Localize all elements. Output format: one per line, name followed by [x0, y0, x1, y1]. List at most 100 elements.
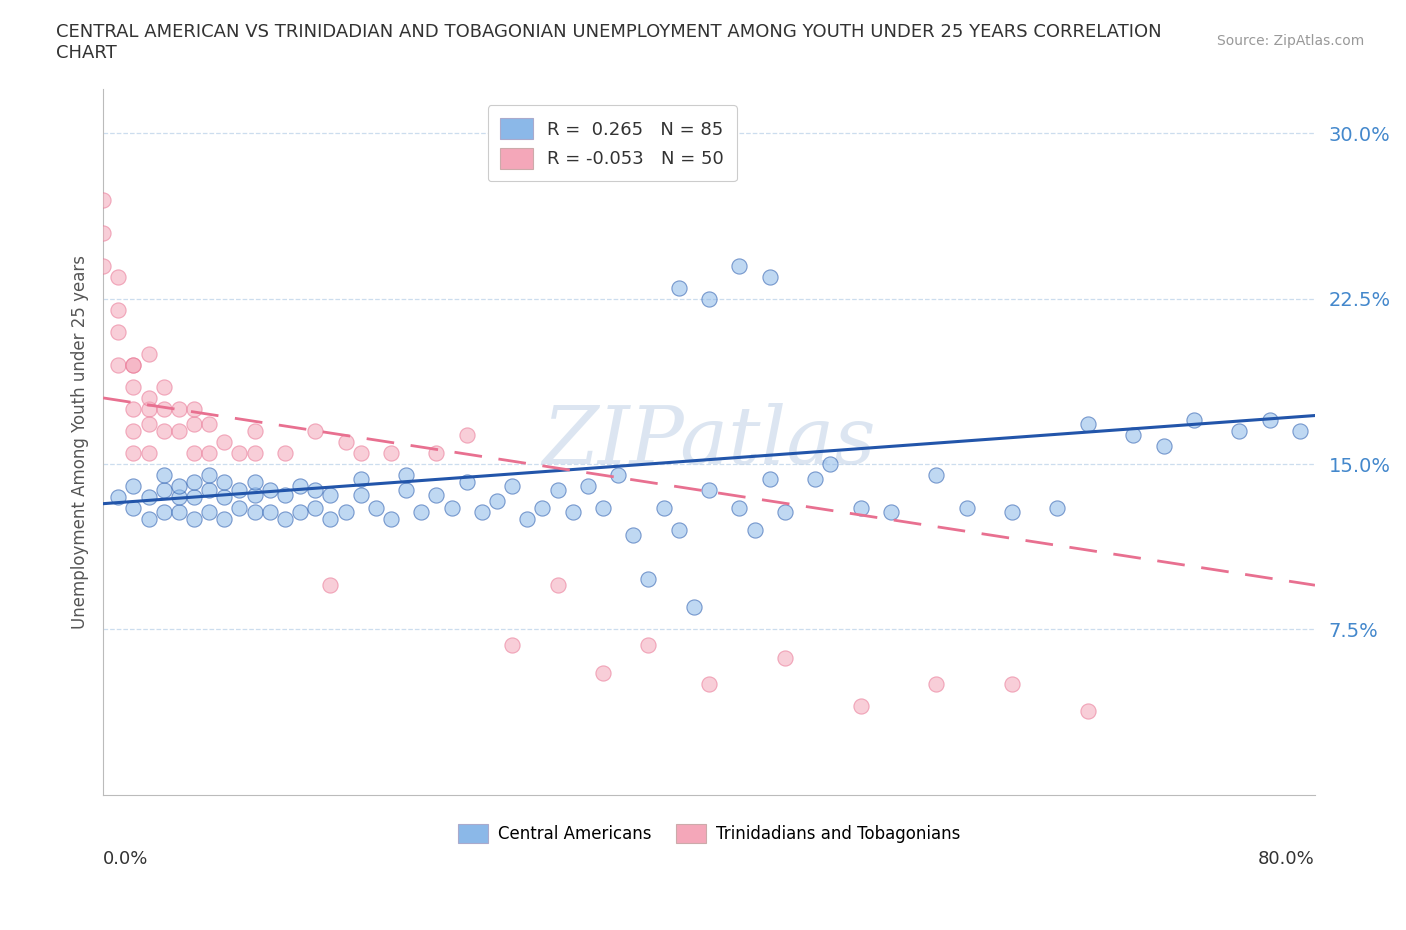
Point [621, 527, 644, 542]
Point [274, 512, 297, 526]
Point [1001, 677, 1024, 692]
Point [122, 379, 145, 394]
Point [925, 677, 948, 692]
Point [228, 483, 250, 498]
Point [728, 259, 751, 273]
Point [214, 434, 236, 449]
Point [728, 500, 751, 515]
Point [350, 472, 373, 487]
Point [138, 391, 160, 405]
Point [395, 483, 418, 498]
Point [274, 445, 297, 460]
Y-axis label: Unemployment Among Youth under 25 years: Unemployment Among Youth under 25 years [72, 255, 89, 629]
Point [198, 468, 221, 483]
Text: ZIPatlas: ZIPatlas [543, 404, 876, 481]
Point [425, 487, 447, 502]
Text: 0.0%: 0.0% [103, 850, 149, 868]
Point [167, 505, 190, 520]
Point [183, 512, 205, 526]
Point [456, 474, 478, 489]
Point [697, 677, 720, 692]
Point [122, 423, 145, 438]
Point [228, 445, 250, 460]
Text: 80.0%: 80.0% [1258, 850, 1315, 868]
Point [758, 270, 780, 285]
Point [744, 523, 766, 538]
Point [198, 445, 221, 460]
Point [440, 500, 463, 515]
Point [380, 445, 402, 460]
Point [1077, 703, 1099, 718]
Point [122, 357, 145, 372]
Point [152, 379, 174, 394]
Point [411, 505, 433, 520]
Point [1227, 423, 1250, 438]
Point [107, 489, 129, 504]
Point [183, 489, 205, 504]
Point [1288, 423, 1310, 438]
Point [395, 468, 418, 483]
Point [91, 193, 114, 207]
Point [122, 500, 145, 515]
Point [1182, 413, 1205, 428]
Point [849, 699, 872, 714]
Point [138, 445, 160, 460]
Point [138, 417, 160, 432]
Point [304, 483, 326, 498]
Point [198, 505, 221, 520]
Point [122, 445, 145, 460]
Legend: Central Americans, Trinidadians and Tobagonians: Central Americans, Trinidadians and Toba… [451, 817, 967, 850]
Point [167, 489, 190, 504]
Point [183, 417, 205, 432]
Point [138, 489, 160, 504]
Point [91, 259, 114, 273]
Point [380, 512, 402, 526]
Point [485, 494, 508, 509]
Point [592, 666, 614, 681]
Point [319, 512, 342, 526]
Point [138, 512, 160, 526]
Point [198, 483, 221, 498]
Point [183, 402, 205, 417]
Point [773, 650, 796, 665]
Point [697, 483, 720, 498]
Point [1001, 505, 1024, 520]
Point [547, 578, 569, 592]
Point [516, 512, 538, 526]
Text: CENTRAL AMERICAN VS TRINIDADIAN AND TOBAGONIAN UNEMPLOYMENT AMONG YOUTH UNDER 25: CENTRAL AMERICAN VS TRINIDADIAN AND TOBA… [56, 23, 1161, 62]
Point [167, 423, 190, 438]
Point [637, 637, 659, 652]
Point [335, 434, 357, 449]
Point [243, 474, 266, 489]
Point [849, 500, 872, 515]
Point [425, 445, 447, 460]
Point [652, 500, 675, 515]
Point [1077, 417, 1099, 432]
Point [697, 291, 720, 306]
Point [1046, 500, 1069, 515]
Point [955, 500, 977, 515]
Point [531, 500, 554, 515]
Point [1122, 428, 1144, 443]
Point [561, 505, 583, 520]
Point [501, 637, 523, 652]
Point [152, 423, 174, 438]
Point [456, 428, 478, 443]
Point [243, 445, 266, 460]
Point [547, 483, 569, 498]
Text: Source: ZipAtlas.com: Source: ZipAtlas.com [1216, 34, 1364, 48]
Point [1258, 413, 1281, 428]
Point [214, 474, 236, 489]
Point [804, 472, 827, 487]
Point [122, 357, 145, 372]
Point [758, 472, 780, 487]
Point [167, 402, 190, 417]
Point [138, 346, 160, 361]
Point [637, 571, 659, 586]
Point [243, 505, 266, 520]
Point [364, 500, 387, 515]
Point [471, 505, 494, 520]
Point [243, 423, 266, 438]
Point [576, 479, 599, 494]
Point [152, 468, 174, 483]
